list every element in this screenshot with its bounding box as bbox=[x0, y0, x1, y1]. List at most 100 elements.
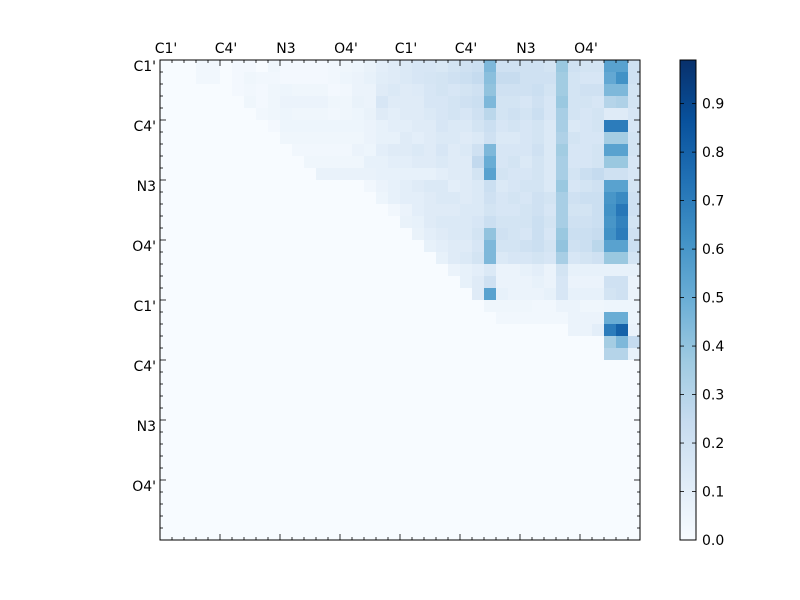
heatmap-cell bbox=[220, 108, 233, 121]
heatmap-cell bbox=[232, 228, 245, 241]
heatmap-cell bbox=[268, 132, 281, 145]
heatmap-cell bbox=[232, 240, 245, 253]
heatmap-cell bbox=[424, 468, 437, 481]
heatmap-cell bbox=[448, 360, 461, 373]
heatmap-cell bbox=[592, 192, 605, 205]
heatmap-cell bbox=[448, 192, 461, 205]
heatmap-cell bbox=[316, 408, 329, 421]
heatmap-cell bbox=[208, 156, 221, 169]
heatmap-cell bbox=[412, 300, 425, 313]
heatmap-cell bbox=[220, 276, 233, 289]
heatmap-cell bbox=[508, 288, 521, 301]
heatmap-cell bbox=[436, 264, 449, 277]
heatmap-cell bbox=[448, 336, 461, 349]
heatmap-cell bbox=[388, 360, 401, 373]
heatmap-cell bbox=[184, 456, 197, 469]
heatmap-cell bbox=[220, 84, 233, 97]
heatmap-cell bbox=[580, 252, 593, 265]
heatmap-cell bbox=[568, 408, 581, 421]
heatmap-cell bbox=[568, 216, 581, 229]
heatmap-cell bbox=[448, 204, 461, 217]
heatmap-cell bbox=[568, 60, 581, 73]
heatmap-cell bbox=[484, 528, 497, 541]
heatmap-cell bbox=[340, 168, 353, 181]
heatmap-cell bbox=[580, 144, 593, 157]
heatmap-cell bbox=[340, 324, 353, 337]
heatmap-cell bbox=[208, 228, 221, 241]
heatmap-cell bbox=[232, 180, 245, 193]
heatmap-cell bbox=[232, 72, 245, 85]
heatmap-cell bbox=[568, 240, 581, 253]
heatmap-cell bbox=[352, 120, 365, 133]
heatmap-cell bbox=[184, 120, 197, 133]
heatmap-cell bbox=[484, 456, 497, 469]
heatmap-cell bbox=[472, 504, 485, 517]
heatmap-cell bbox=[184, 432, 197, 445]
heatmap-cell bbox=[316, 360, 329, 373]
heatmap-cell bbox=[568, 204, 581, 217]
heatmap-cell bbox=[616, 312, 629, 325]
heatmap-cell bbox=[412, 360, 425, 373]
heatmap-cell bbox=[616, 240, 629, 253]
heatmap-cell bbox=[364, 132, 377, 145]
heatmap-cell bbox=[580, 300, 593, 313]
heatmap-cell bbox=[256, 84, 269, 97]
heatmap-cell bbox=[364, 384, 377, 397]
heatmap-cell bbox=[568, 324, 581, 337]
heatmap-cell bbox=[400, 420, 413, 433]
heatmap-cell bbox=[412, 168, 425, 181]
heatmap-cell bbox=[460, 240, 473, 253]
heatmap-cell bbox=[412, 516, 425, 529]
heatmap-cell bbox=[496, 324, 509, 337]
heatmap-cell bbox=[244, 216, 257, 229]
heatmap-cell bbox=[580, 444, 593, 457]
heatmap-cell bbox=[508, 336, 521, 349]
heatmap-cells bbox=[160, 60, 641, 541]
heatmap-cell bbox=[556, 420, 569, 433]
heatmap-cell bbox=[628, 396, 641, 409]
heatmap-cell bbox=[484, 516, 497, 529]
heatmap-cell bbox=[208, 516, 221, 529]
heatmap-cell bbox=[532, 528, 545, 541]
heatmap-cell bbox=[232, 132, 245, 145]
heatmap-cell bbox=[556, 204, 569, 217]
heatmap-cell bbox=[484, 288, 497, 301]
heatmap-cell bbox=[220, 240, 233, 253]
heatmap-cell bbox=[496, 300, 509, 313]
heatmap-cell bbox=[280, 144, 293, 157]
heatmap-cell bbox=[448, 528, 461, 541]
heatmap-cell bbox=[592, 528, 605, 541]
heatmap-cell bbox=[568, 96, 581, 109]
heatmap-cell bbox=[316, 84, 329, 97]
heatmap-cell bbox=[268, 96, 281, 109]
heatmap-cell bbox=[436, 516, 449, 529]
heatmap-cell bbox=[448, 384, 461, 397]
heatmap-cell bbox=[604, 168, 617, 181]
heatmap-cell bbox=[280, 96, 293, 109]
heatmap-cell bbox=[556, 456, 569, 469]
heatmap-cell bbox=[232, 288, 245, 301]
heatmap-cell bbox=[556, 72, 569, 85]
heatmap-cell bbox=[472, 408, 485, 421]
heatmap-cell bbox=[508, 180, 521, 193]
heatmap-cell bbox=[388, 336, 401, 349]
heatmap-cell bbox=[616, 408, 629, 421]
heatmap-cell bbox=[580, 84, 593, 97]
heatmap-cell bbox=[196, 324, 209, 337]
heatmap-cell bbox=[568, 396, 581, 409]
heatmap-cell bbox=[244, 384, 257, 397]
heatmap-cell bbox=[436, 504, 449, 517]
heatmap-cell bbox=[580, 384, 593, 397]
heatmap-cell bbox=[292, 408, 305, 421]
x-tick-label: C4' bbox=[455, 41, 478, 57]
heatmap-cell bbox=[412, 228, 425, 241]
heatmap-cell bbox=[532, 120, 545, 133]
heatmap-cell bbox=[184, 240, 197, 253]
heatmap-cell bbox=[544, 276, 557, 289]
heatmap-cell bbox=[292, 504, 305, 517]
heatmap-cell bbox=[268, 516, 281, 529]
heatmap-cell bbox=[388, 432, 401, 445]
heatmap-cell bbox=[544, 240, 557, 253]
heatmap-cell bbox=[400, 360, 413, 373]
heatmap-cell bbox=[448, 432, 461, 445]
